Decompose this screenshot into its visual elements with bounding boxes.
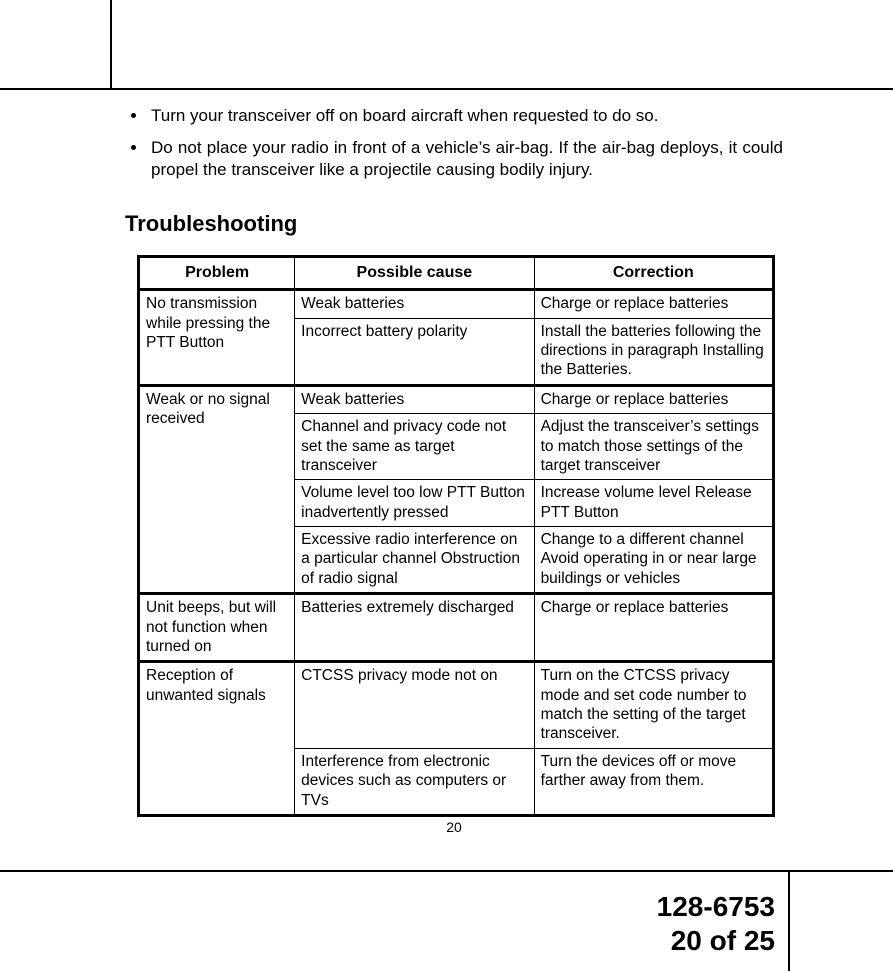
troubleshooting-table: Problem Possible cause Correction No tra… <box>137 255 775 817</box>
cell-correction: Increase volume level Release PTT Button <box>534 480 773 527</box>
cell-correction: Charge or replace batteries <box>534 594 773 662</box>
section-title: Troubleshooting <box>125 211 783 237</box>
cell-cause: Interference from electronic devices suc… <box>295 748 534 815</box>
cell-problem: No transmission while pressing the PTT B… <box>139 290 295 386</box>
doc-id-block: 128-6753 20 of 25 <box>657 890 775 957</box>
bullet-list: Turn your transceiver off on board aircr… <box>125 105 783 181</box>
cell-cause: Channel and privacy code not set the sam… <box>295 414 534 480</box>
footer-horizontal-rule <box>0 870 893 872</box>
cell-problem: Reception of unwanted signals <box>139 662 295 816</box>
col-header-cause: Possible cause <box>295 257 534 290</box>
cell-correction: Charge or replace batteries <box>534 385 773 413</box>
cell-correction: Install the batteries following the dire… <box>534 318 773 385</box>
header-vertical-rule <box>110 0 112 88</box>
doc-id-page: 20 of 25 <box>657 924 775 958</box>
cell-correction: Adjust the transceiver’s settings to mat… <box>534 414 773 480</box>
cell-cause: Excessive radio interference on a partic… <box>295 527 534 594</box>
page-content: Turn your transceiver off on board aircr… <box>125 105 783 835</box>
header-horizontal-rule <box>0 88 893 90</box>
cell-problem: Weak or no signal received <box>139 385 295 593</box>
cell-cause: CTCSS privacy mode not on <box>295 662 534 749</box>
cell-correction: Turn the devices off or move farther awa… <box>534 748 773 815</box>
table-row: Reception of unwanted signalsCTCSS priva… <box>139 662 774 749</box>
table-row: Unit beeps, but will not function when t… <box>139 594 774 662</box>
bullet-item: Do not place your radio in front of a ve… <box>125 137 783 181</box>
cell-cause: Volume level too low PTT Button inadvert… <box>295 480 534 527</box>
cell-correction: Turn on the CTCSS privacy mode and set c… <box>534 662 773 749</box>
cell-cause: Weak batteries <box>295 290 534 318</box>
cell-cause: Incorrect battery polarity <box>295 318 534 385</box>
table-row: No transmission while pressing the PTT B… <box>139 290 774 318</box>
bullet-item: Turn your transceiver off on board aircr… <box>125 105 783 127</box>
table-row: Weak or no signal receivedWeak batteries… <box>139 385 774 413</box>
col-header-correction: Correction <box>534 257 773 290</box>
cell-correction: Charge or replace batteries <box>534 290 773 318</box>
doc-id-number: 128-6753 <box>657 890 775 924</box>
col-header-problem: Problem <box>139 257 295 290</box>
cell-cause: Weak batteries <box>295 385 534 413</box>
cell-cause: Batteries extremely discharged <box>295 594 534 662</box>
footer-vertical-rule <box>788 870 790 971</box>
table-header-row: Problem Possible cause Correction <box>139 257 774 290</box>
cell-correction: Change to a different channel Avoid oper… <box>534 527 773 594</box>
table-body: No transmission while pressing the PTT B… <box>139 290 774 816</box>
page-number: 20 <box>125 819 783 835</box>
cell-problem: Unit beeps, but will not function when t… <box>139 594 295 662</box>
